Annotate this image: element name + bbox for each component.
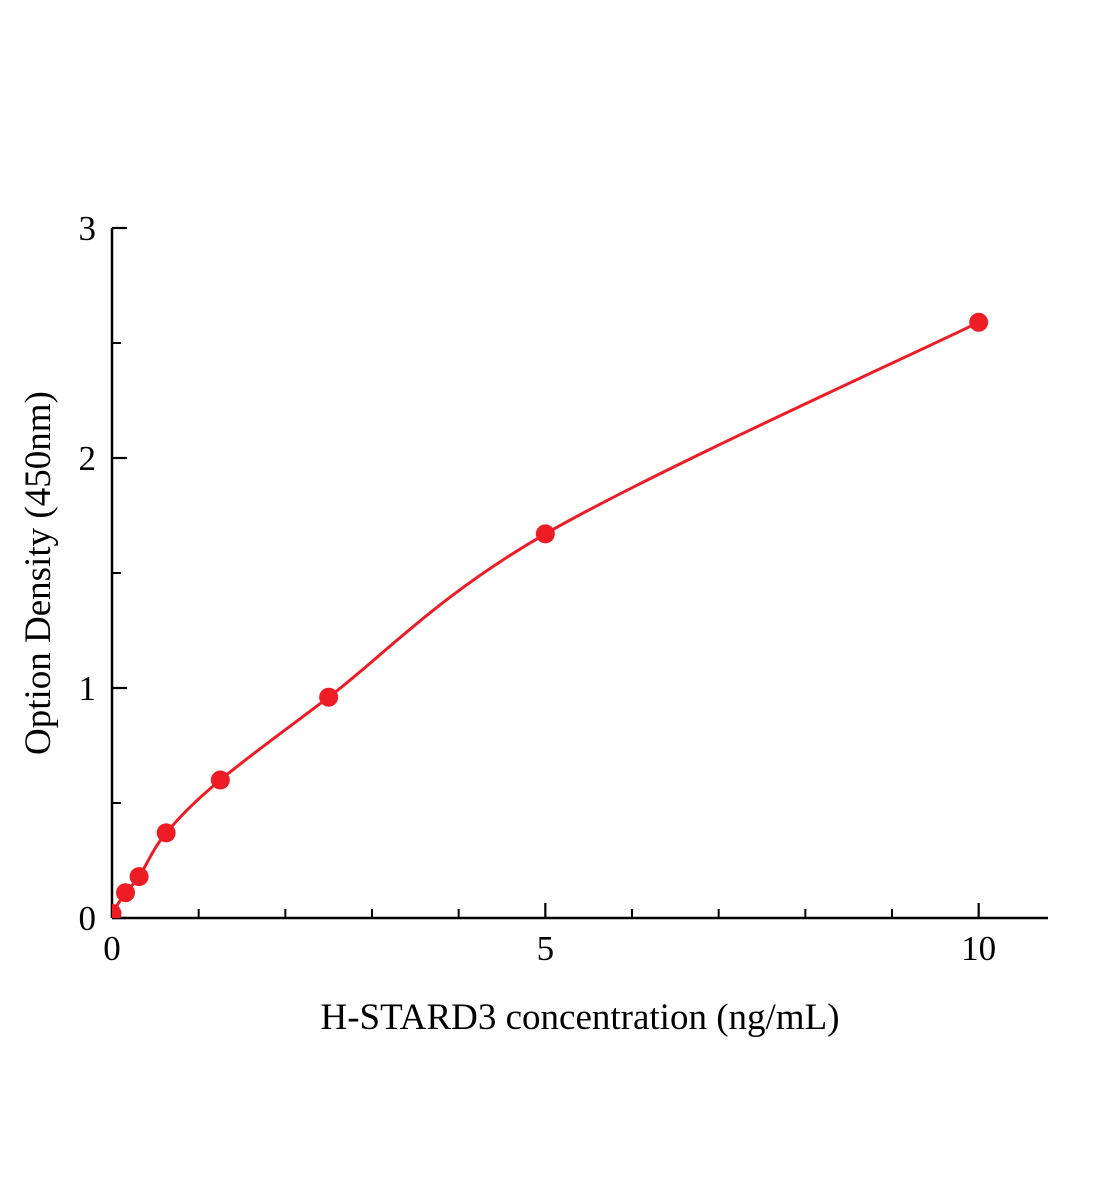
x-axis-title: H-STARD3 concentration (ng/mL)	[320, 997, 840, 1038]
svg-text:2: 2	[79, 439, 97, 478]
svg-text:0: 0	[79, 899, 97, 938]
svg-text:1: 1	[79, 669, 97, 708]
svg-text:0: 0	[103, 929, 121, 968]
standard-curve-series	[112, 312, 989, 918]
svg-text:5: 5	[537, 929, 555, 968]
svg-text:3: 3	[79, 209, 97, 248]
y-axis-title: Option Density (450nm)	[18, 391, 59, 755]
svg-text:10: 10	[961, 929, 996, 968]
